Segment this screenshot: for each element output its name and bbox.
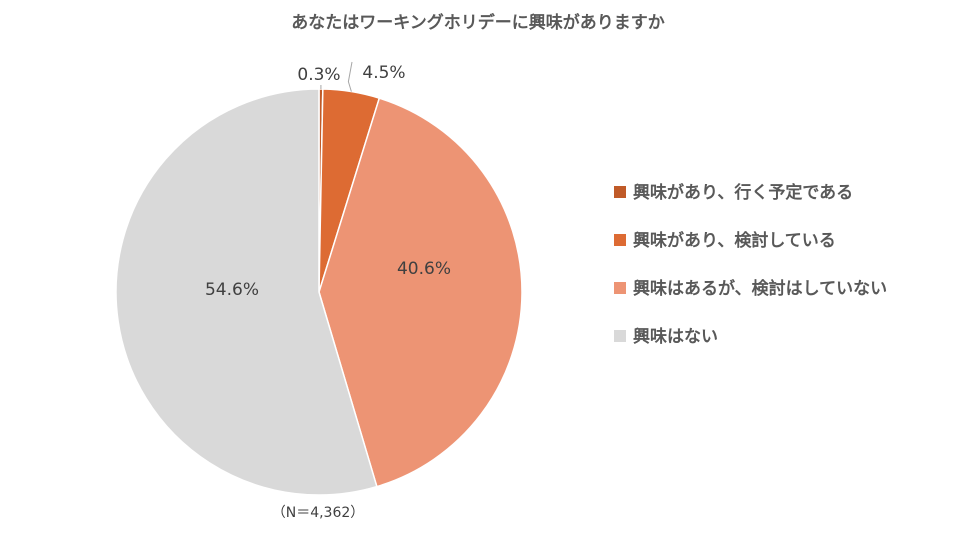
legend-label-1: 興味があり、行く予定である: [633, 182, 853, 203]
data-label-3: 40.6%: [397, 259, 451, 279]
legend-swatch-2: [614, 234, 626, 246]
data-label-4: 54.6%: [205, 280, 259, 300]
legend-label-4: 興味はない: [633, 326, 718, 347]
leader-lines: [320, 61, 353, 92]
legend-swatch-1: [614, 186, 626, 198]
legend-swatch-3: [614, 282, 626, 294]
pie-slice-3: [318, 97, 523, 488]
pie-slice-4: [115, 88, 378, 496]
legend: 興味があり、行く予定である興味があり、検討している興味はあるが、検討はしていない…: [614, 182, 887, 347]
data-label-1: 0.3%: [297, 65, 340, 85]
data-labels: 0.3% 4.5% 40.6% 54.6%: [205, 63, 451, 300]
sample-size-note: （N＝4,362）: [272, 505, 365, 521]
legend-swatch-4: [614, 330, 626, 342]
legend-label-2: 興味があり、検討している: [633, 230, 836, 251]
legend-label-3: 興味はあるが、検討はしていない: [633, 278, 887, 299]
chart-title: あなたはワーキングホリデーに興味がありますか: [291, 12, 665, 33]
leader-line-2: [347, 61, 353, 92]
data-label-2: 4.5%: [362, 63, 405, 83]
pie-slices: [115, 88, 523, 496]
